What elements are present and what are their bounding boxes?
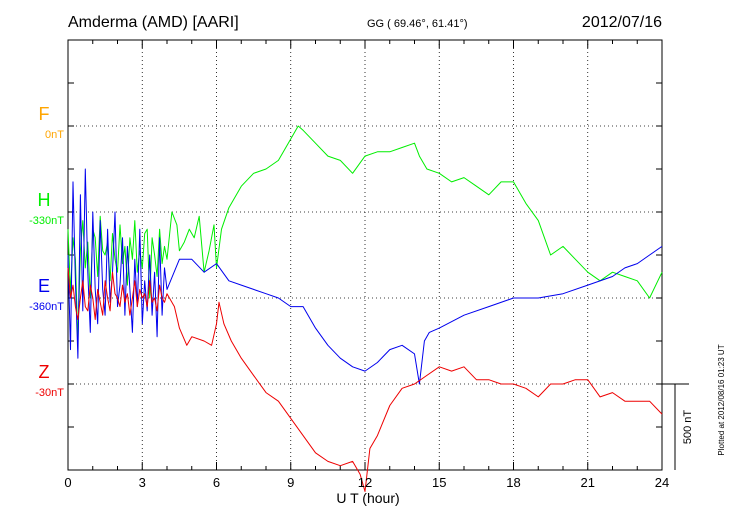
channel-label-h: H — [38, 190, 51, 210]
channel-offset-z: -30nT — [35, 387, 64, 399]
x-tick-labels: 0 3 6 9 12 15 18 21 24 — [64, 475, 669, 490]
channel-offset-f: 0nT — [45, 129, 64, 141]
x-tick-label: 6 — [213, 475, 220, 490]
channel-offset-e: -360nT — [29, 301, 64, 313]
series-z-line — [67, 267, 663, 492]
series-h-line — [67, 125, 663, 342]
series-e-line — [67, 168, 663, 385]
channel-offset-h: -330nT — [29, 215, 64, 227]
x-tick-label: 18 — [506, 475, 520, 490]
series-layer — [67, 125, 663, 492]
channel-labels: F 0nT H -330nT E -360nT Z -30nT — [29, 104, 64, 399]
x-tick-label: 9 — [287, 475, 294, 490]
x-tick-label: 24 — [655, 475, 669, 490]
scale-bar-label: 500 nT — [682, 410, 694, 445]
channel-label-z: Z — [39, 362, 50, 382]
grid — [68, 40, 662, 470]
x-axis-label: U T (hour) — [336, 490, 399, 506]
x-tick-label: 15 — [432, 475, 446, 490]
x-tick-label: 0 — [64, 475, 71, 490]
station-title: Amderma (AMD) [AARI] — [68, 14, 239, 31]
x-tick-label: 12 — [358, 475, 372, 490]
x-tick-label: 3 — [139, 475, 146, 490]
chart-date: 2012/07/16 — [582, 14, 662, 31]
channel-label-f: F — [39, 104, 50, 124]
plotted-at-note: Plotted at 2012/08/16 01:23 UT — [717, 344, 726, 455]
scale-bar: 500 nT — [662, 383, 694, 470]
x-tick-label: 21 — [581, 475, 595, 490]
station-coordinates: GG ( 69.46°, 61.41°) — [367, 18, 468, 30]
channel-label-e: E — [38, 276, 50, 296]
